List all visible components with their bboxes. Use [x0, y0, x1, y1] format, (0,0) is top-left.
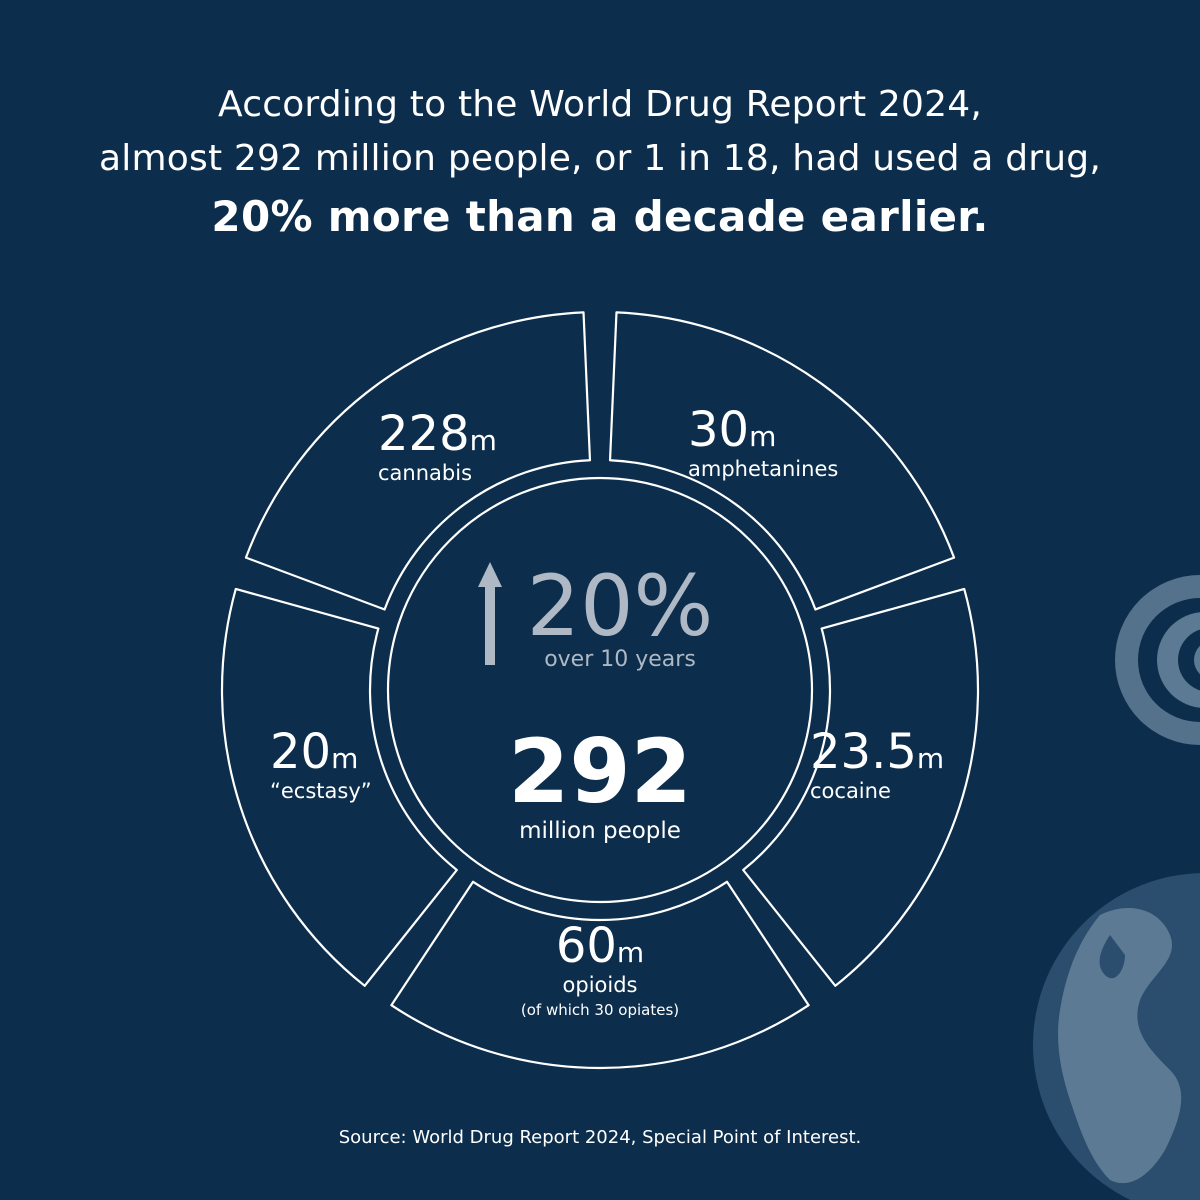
segment-note-3: (of which 30 opiates) [521, 1001, 679, 1019]
source-note: Source: World Drug Report 2024, Special … [338, 1127, 862, 1148]
segment-4 [220, 587, 458, 987]
segment-value-1: 30m [688, 402, 776, 458]
segment-value-3: 60m [556, 918, 644, 974]
total-value: 292 [508, 720, 692, 823]
segment-label-2: cocaine [810, 779, 891, 803]
headline-line-1: According to the World Drug Report 2024, [218, 84, 982, 125]
segment-label-0: cannabis [378, 461, 472, 485]
headline-line-2: almost 292 million people, or 1 in 18, h… [99, 138, 1101, 179]
growth-caption: over 10 years [544, 647, 696, 672]
segment-3 [390, 880, 810, 1070]
segment-value-4: 20m [270, 724, 358, 780]
segment-0 [244, 311, 592, 611]
segment-1 [608, 311, 956, 611]
segment-value-2: 23.5m [810, 724, 944, 780]
segment-value-0: 228m [378, 406, 497, 462]
total-caption: million people [519, 818, 681, 844]
segment-label-4: “ecstasy” [270, 779, 372, 803]
segment-2 [742, 587, 980, 987]
growth-arrow-icon [478, 562, 502, 665]
growth-value: 20% [527, 557, 714, 655]
headline-line-3: 20% more than a decade earlier. [211, 192, 989, 241]
globe-icon [1033, 873, 1200, 1200]
segment-label-3: opioids [563, 973, 638, 997]
decorative-emblem-icon [1115, 575, 1200, 745]
segment-label-1: amphetanines [688, 457, 838, 481]
center-circle [386, 476, 814, 904]
